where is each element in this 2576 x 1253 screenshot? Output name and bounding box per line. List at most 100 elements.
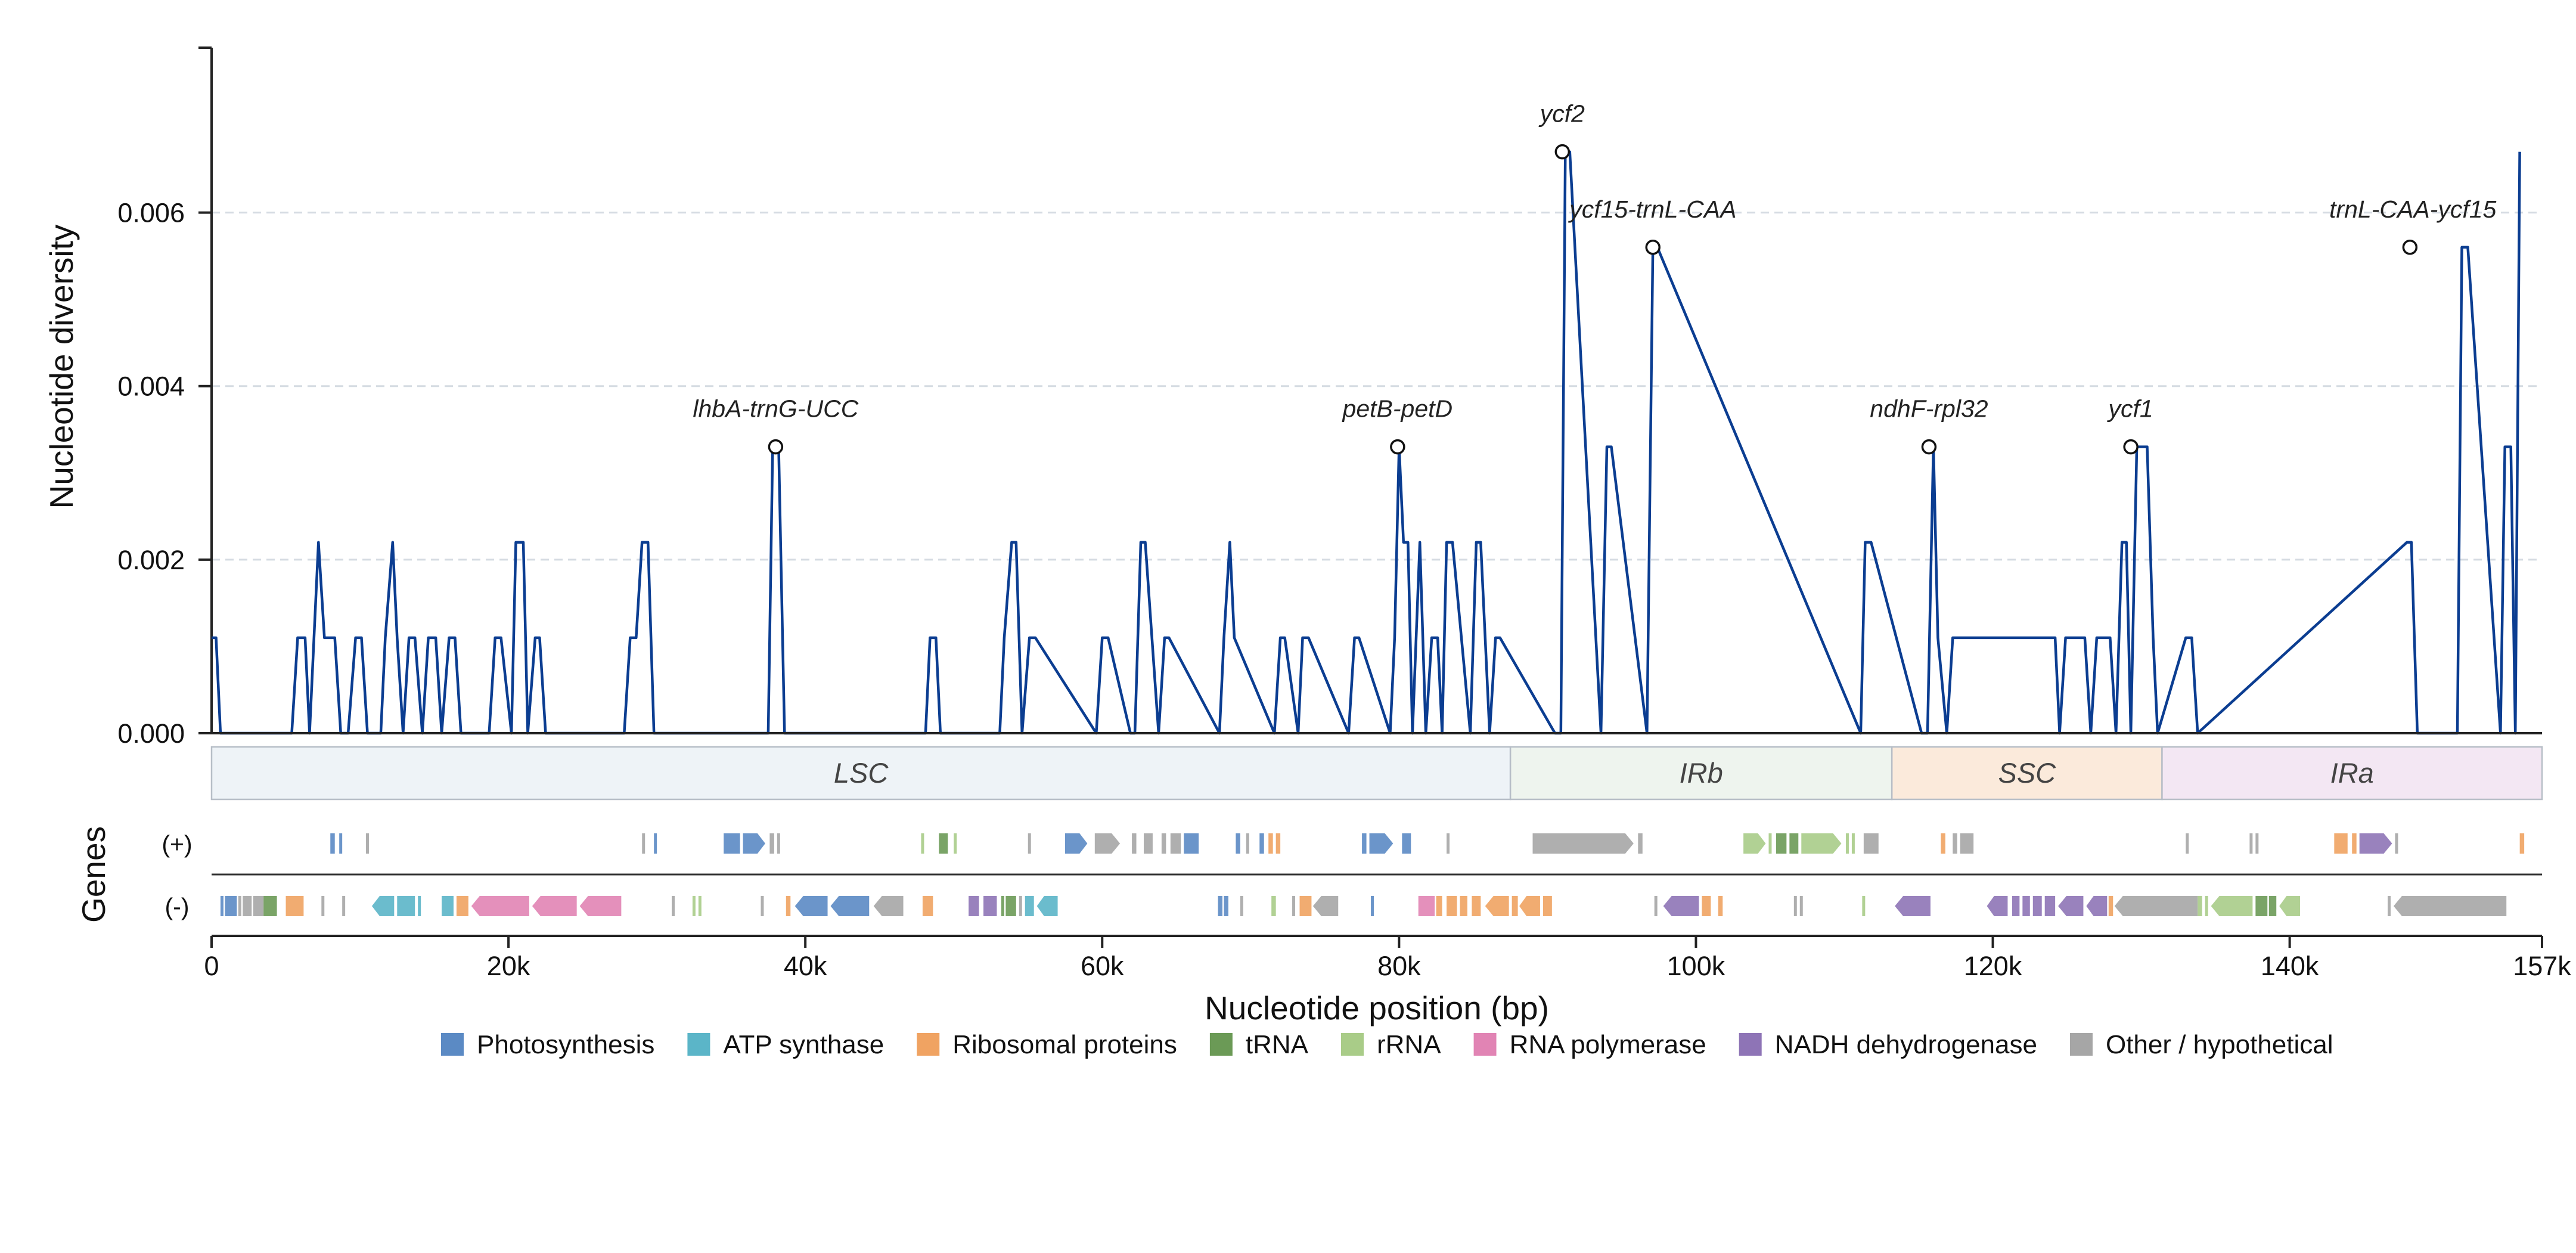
x-axis-title: Nucleotide position (bp) [1205, 990, 1549, 1026]
gene-plus [330, 833, 335, 854]
gene-minus [263, 896, 277, 916]
gene-minus [1663, 896, 1699, 916]
gene-plus [2519, 833, 2525, 854]
gene-plus [724, 833, 740, 854]
gene-minus [1005, 896, 1016, 916]
region-irb [1509, 746, 1893, 801]
gene-minus [2114, 896, 2198, 916]
region-ira [2161, 746, 2543, 801]
gene-minus [983, 896, 997, 916]
gene-minus [1718, 896, 1723, 916]
legend-label: tRNA [1246, 1030, 1309, 1059]
gene-minus [1543, 896, 1552, 916]
gene-minus [2108, 896, 2113, 916]
y-axis-title: Nucleotide diversity [43, 224, 80, 508]
gene-plus [1362, 833, 1367, 854]
gene-plus [1369, 833, 1393, 854]
gene-minus [1292, 896, 1296, 916]
gene-minus [442, 896, 454, 916]
gene-plus [1953, 833, 1957, 854]
gene-plus [769, 833, 774, 854]
gene-plus [1268, 833, 1273, 854]
gene-minus [1224, 896, 1228, 916]
gene-minus [1371, 896, 1374, 916]
region-label: IRa [2330, 757, 2374, 789]
gene-plus [339, 833, 343, 854]
gene-minus [794, 896, 828, 916]
gene-minus [1485, 896, 1509, 916]
gene-minus [1472, 896, 1481, 916]
gene-plus [777, 833, 780, 854]
peak-label: petB-petD [1342, 395, 1453, 423]
gene-minus [1299, 896, 1312, 916]
gene-plus [1259, 833, 1264, 854]
gene-minus [243, 896, 252, 916]
gene-plus [1184, 833, 1199, 854]
peak-label: lhbA-trnG-UCC [693, 395, 858, 423]
x-tick-label: 0 [204, 951, 219, 981]
gene-plus [642, 833, 645, 854]
gene-plus [1065, 833, 1088, 854]
gene-minus [1001, 896, 1004, 916]
gene-minus [253, 896, 264, 916]
peak-marker [2402, 240, 2418, 255]
gene-minus [579, 896, 622, 916]
gene-minus [225, 896, 237, 916]
gene-plus [1144, 833, 1153, 854]
gene-plus [1941, 833, 1945, 854]
gene-minus [698, 896, 702, 916]
gene-plus [1863, 833, 1879, 854]
x-tick-label: 40k [784, 951, 827, 981]
gene-plus [1236, 833, 1240, 854]
y-tick-label: 0.004 [117, 371, 185, 402]
gene-plus [1776, 833, 1787, 854]
gene-plus [1851, 833, 1855, 854]
region-label: SSC [1998, 757, 2056, 789]
gene-plus [1161, 833, 1166, 854]
diversity-series [212, 150, 2542, 735]
gene-plus [2359, 833, 2392, 854]
gene-minus [873, 896, 904, 916]
gene-minus [1654, 896, 1658, 916]
peak-label: ndhF-rpl32 [1870, 395, 1988, 423]
gene-plus [2249, 833, 2253, 854]
gene-minus [1793, 896, 1797, 916]
gene-minus [1895, 896, 1931, 916]
y-tick-label: 0.000 [117, 718, 185, 749]
legend-swatch [1473, 1033, 1497, 1056]
gene-minus [672, 896, 675, 916]
gene-plus [1246, 833, 1249, 854]
legend: Photosynthesis ATP synthase Ribosomal prot… [441, 1030, 2333, 1059]
diversity-line [212, 150, 2521, 735]
legend-swatch [2069, 1033, 2093, 1056]
region-label: IRb [1680, 757, 1723, 789]
gene-minus [1418, 896, 1435, 916]
gene-minus [285, 896, 304, 916]
gene-plus [1743, 833, 1766, 854]
gene-minus [1312, 896, 1339, 916]
gene-minus [1240, 896, 1243, 916]
gene-minus [1036, 896, 1058, 916]
peak-marker [1921, 439, 1937, 455]
gene-minus [2279, 896, 2301, 916]
gene-plus [954, 833, 957, 854]
gene-minus [2255, 896, 2268, 916]
legend-swatch [1209, 1033, 1233, 1056]
gene-plus [1094, 833, 1121, 854]
x-tick-label: 140k [2261, 951, 2319, 981]
gene-minus [342, 896, 346, 916]
region-label: LSC [834, 757, 889, 789]
gene-minus [1862, 896, 1866, 916]
gene-minus [830, 896, 870, 916]
gene-plus [1447, 833, 1450, 854]
gene-minus [786, 896, 791, 916]
peak-label: trnL-CAA-ycf15 [2329, 196, 2496, 223]
legend-label: Ribosomal proteins [952, 1030, 1177, 1059]
gene-minus [321, 896, 325, 916]
gene-minus [692, 896, 696, 916]
gene-minus [1218, 896, 1222, 916]
gene-plus [1638, 833, 1643, 854]
gene-minus [238, 896, 241, 916]
x-axis: 0 20k 40k 60k 80k 100k 120k 140k 157k [204, 935, 2571, 981]
gene-minus [2032, 896, 2042, 916]
